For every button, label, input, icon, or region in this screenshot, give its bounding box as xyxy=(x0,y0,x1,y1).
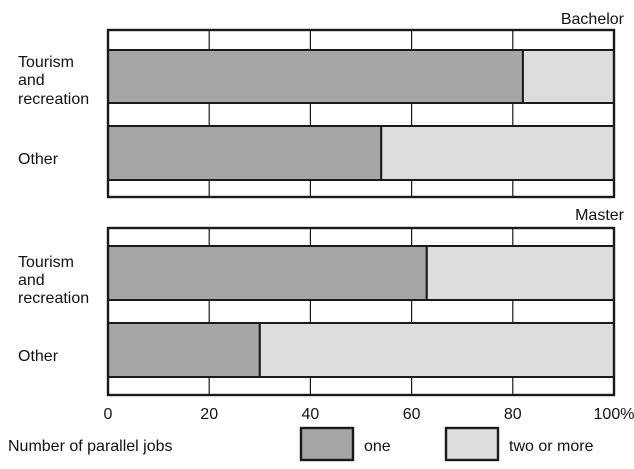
panel-label-master: Master xyxy=(575,207,625,224)
x-tick-label: 40 xyxy=(302,406,320,423)
panel-frame xyxy=(106,226,616,397)
legend-swatch-two-or-more xyxy=(444,426,500,462)
category-label-master-tourism: and xyxy=(18,272,45,289)
x-tick-label: 60 xyxy=(403,406,421,423)
panel-frame xyxy=(106,28,616,199)
bar-bachelor-other-one xyxy=(107,125,383,181)
bar-master-tourism-one xyxy=(107,245,428,301)
category-label-master-other: Other xyxy=(18,348,59,365)
x-tick-label: 100% xyxy=(594,406,634,423)
legend-label-one: one xyxy=(364,438,391,455)
panel-label-bachelor: Bachelor xyxy=(561,11,625,28)
bar-master-tourism-two-or-more xyxy=(425,245,615,301)
legend: Number of parallel jobs one two or more xyxy=(8,426,594,462)
legend-label-two-or-more: two or more xyxy=(509,438,594,455)
x-tick-label: 80 xyxy=(504,406,522,423)
category-label-bachelor-tourism: and xyxy=(18,72,45,89)
category-label-bachelor-tourism: recreation xyxy=(18,91,89,108)
bar-bachelor-tourism-one xyxy=(107,49,524,104)
bar-master-other-two-or-more xyxy=(258,322,615,378)
bar-bachelor-other-two-or-more xyxy=(380,125,615,181)
category-label-bachelor-other: Other xyxy=(18,151,59,168)
x-tick-label: 20 xyxy=(200,406,218,423)
bar-master-other-one xyxy=(107,322,261,378)
category-label-bachelor-tourism: Tourism xyxy=(18,54,74,71)
x-tick-label: 0 xyxy=(104,406,113,423)
category-label-master-tourism: recreation xyxy=(18,290,89,307)
bar-bachelor-tourism-two-or-more xyxy=(521,49,615,104)
legend-swatch-one xyxy=(299,426,355,462)
legend-title: Number of parallel jobs xyxy=(8,438,173,455)
category-label-master-tourism: Tourism xyxy=(18,254,74,271)
